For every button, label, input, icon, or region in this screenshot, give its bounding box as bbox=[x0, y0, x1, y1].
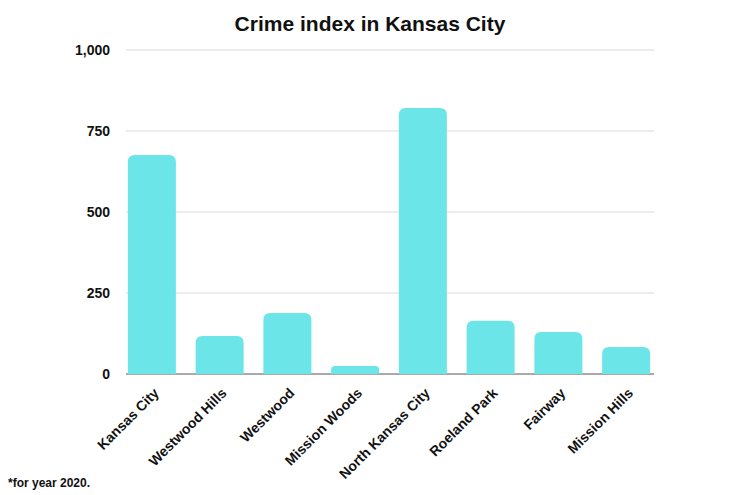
y-tick-label: 750 bbox=[87, 123, 111, 139]
chart-container: Crime index in Kansas City 0 250 500 750 1,00… bbox=[0, 0, 740, 495]
bar bbox=[196, 336, 244, 374]
bars bbox=[128, 108, 650, 374]
grid-line bbox=[126, 293, 654, 294]
bar bbox=[128, 155, 176, 374]
chart: Crime index in Kansas City 0 250 500 750 1,00… bbox=[0, 0, 740, 495]
bar bbox=[467, 321, 515, 374]
x-tick-label: North Kansas City bbox=[336, 385, 433, 482]
title: Crime index in Kansas City bbox=[235, 12, 506, 35]
y-tick-label: 500 bbox=[87, 204, 111, 220]
bar bbox=[602, 347, 650, 374]
bar bbox=[399, 108, 447, 374]
y-tick-label: 250 bbox=[87, 285, 111, 301]
grid-line bbox=[126, 50, 654, 51]
footnote: *for year 2020. bbox=[8, 476, 90, 490]
x-tick-label: Fairway bbox=[520, 385, 568, 433]
bar bbox=[331, 366, 379, 374]
y-tick-label: 0 bbox=[102, 366, 110, 382]
x-tick-label: Roeland Park bbox=[426, 385, 501, 460]
x-tick-label: Kansas City bbox=[94, 385, 162, 453]
bar bbox=[263, 313, 311, 374]
y-tick-label: 1,000 bbox=[75, 42, 110, 58]
x-tick-label: Westwood Hills bbox=[145, 385, 229, 469]
grid-line bbox=[126, 131, 654, 132]
grid-line bbox=[126, 212, 654, 213]
x-tick-label: Mission Hills bbox=[564, 385, 636, 457]
bar bbox=[534, 332, 582, 374]
x-tick-label: Westwood bbox=[237, 385, 298, 446]
